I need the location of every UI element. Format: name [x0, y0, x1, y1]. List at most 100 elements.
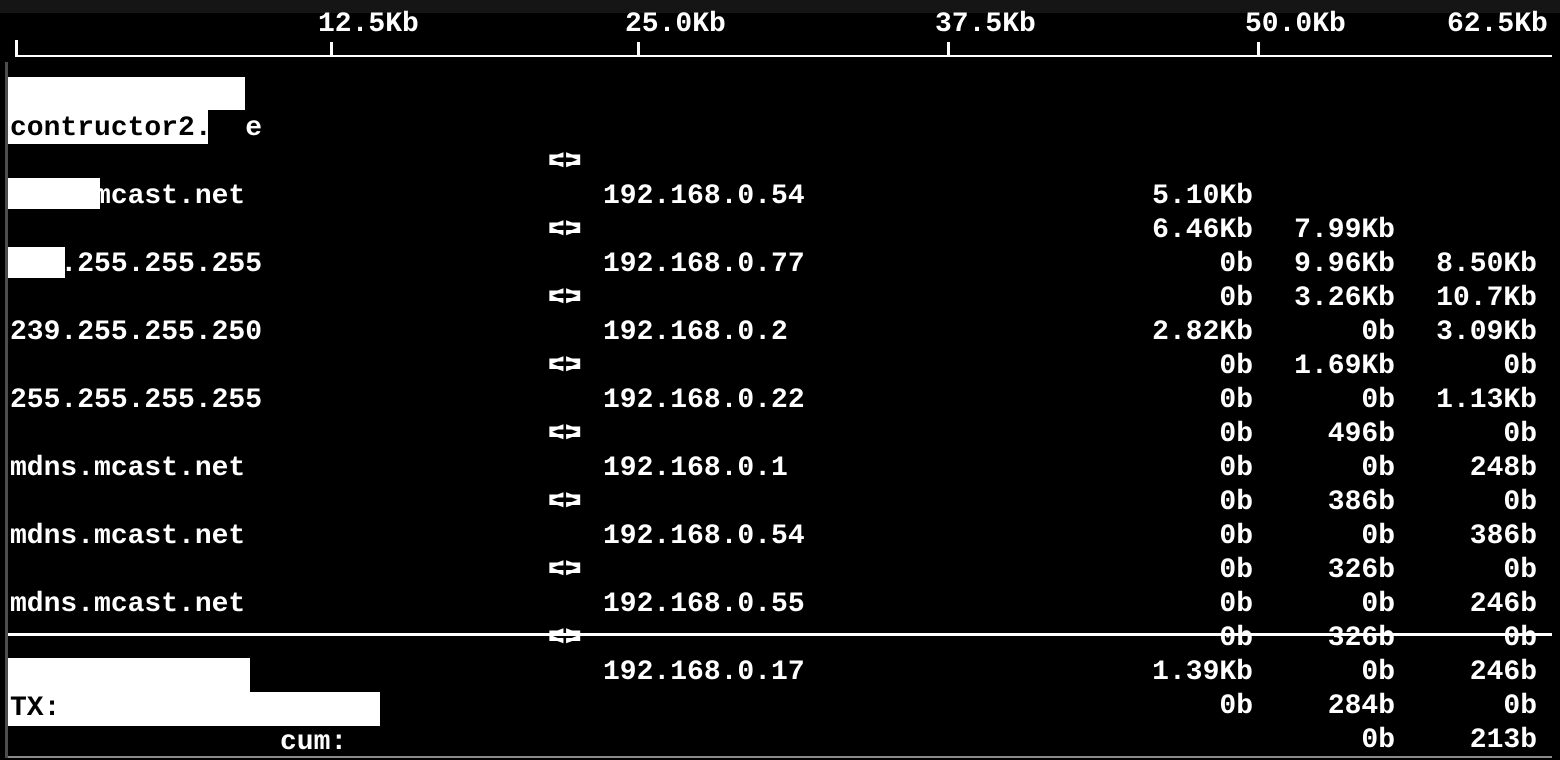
- traffic-row-tx: 255.255.255.255 => 192.168.0.2 0b 0b 0b: [0, 214, 1560, 450]
- tx-rate-2s: 0b: [1219, 623, 1253, 654]
- summary-row-rx: RX: 203KB 195Kb 10.4Kb 15.3Kb 24.4Kb: [0, 692, 1560, 758]
- rx-rate-2s: 0b: [1219, 589, 1253, 620]
- traffic-row-tx: mdns.mcast.net => 192.168.0.17 0b 0b 0b: [0, 554, 1560, 760]
- tx-rate-10s: 0b: [1361, 453, 1395, 484]
- tx-rate-2s: 0b: [1219, 487, 1253, 518]
- rx-label: RX:: [10, 727, 61, 758]
- tx-rate-40s: 0b: [1503, 487, 1537, 518]
- redacted-area: [8, 178, 100, 209]
- arrow-in-icon: <=: [548, 555, 582, 586]
- scale-label: 25.0Kb: [625, 9, 726, 40]
- dst-host: 192.168.0.54: [603, 521, 805, 552]
- dst-host: 192.168.0.55: [603, 589, 805, 620]
- src-host: 255.255.255.255: [10, 249, 263, 280]
- dst-host: 192.168.0.54: [603, 181, 805, 212]
- tx-rate-2s: 6.46Kb: [1152, 215, 1253, 246]
- rx-rate-2s: 0b: [1219, 521, 1253, 552]
- window-edge-left: [5, 62, 8, 758]
- rx-rate-40s: 386b: [1469, 521, 1537, 552]
- src-host: 239.255.255.250: [10, 317, 263, 348]
- rx-rate-2s: 1.39Kb: [1152, 657, 1253, 688]
- rx-rate-2s: 5.10Kb: [1152, 181, 1253, 212]
- arrow-out-icon: =>: [548, 283, 582, 314]
- tx-rate-40s: 0b: [1503, 419, 1537, 450]
- traffic-row-rx: <= 1.39Kb 284b 213b: [0, 588, 1560, 756]
- tx-rate-10s: 0b: [1361, 385, 1395, 416]
- redacted-area: [8, 247, 65, 278]
- footer-divider: [8, 633, 1552, 636]
- redacted-area: [8, 110, 208, 144]
- dst-host: 192.168.0.1: [603, 453, 788, 484]
- arrow-in-icon: <=: [548, 623, 582, 654]
- traffic-row-rx: <= 0b 386b 386b: [0, 384, 1560, 552]
- traffic-row-rx: <= 0b 496b 248b: [0, 316, 1560, 484]
- traffic-row-tx: 239.255.255.250 => 192.168.0.22 0b 0b 0b: [0, 282, 1560, 518]
- tx-rate-10s: 0b: [1361, 725, 1395, 756]
- tx-rate-10s: 0b: [1361, 317, 1395, 348]
- rx-rate-10s: 496b: [1327, 419, 1395, 450]
- dst-host: 192.168.0.77: [603, 249, 805, 280]
- rx-rate-40s: 248b: [1469, 453, 1537, 484]
- traffic-row-rx: <= 5.10Kb 7.99Kb 8.50Kb: [0, 112, 1560, 280]
- rx-rate-2s: 0b: [1219, 385, 1253, 416]
- rx-rate-40s: 213b: [1469, 725, 1537, 756]
- scale-label: 62.5Kb: [1447, 9, 1548, 40]
- dst-host: 192.168.0.17: [603, 657, 805, 688]
- traffic-row-tx: mdns.mcast.net => 192.168.0.55 0b 0b 0b: [0, 486, 1560, 722]
- rx-rate-40s: 246b: [1469, 657, 1537, 688]
- tx-rate-2s: 0b: [1219, 555, 1253, 586]
- tx-rate-2s: 0b: [1219, 283, 1253, 314]
- arrow-out-icon: =>: [548, 623, 582, 654]
- src-host-highlighted: contructor2.pv: [10, 113, 246, 144]
- src-host: mdns.mcast.net: [10, 589, 246, 620]
- tx-rate-40s: 10.7Kb: [1436, 283, 1537, 314]
- src-host: mdns.mcast.net: [10, 453, 246, 484]
- traffic-row-tx: contructor2.pve => 192.168.0.54 6.46Kb 9…: [0, 78, 1560, 314]
- rx-rate-40s: 1.13Kb: [1436, 385, 1537, 416]
- arrow-out-icon: =>: [548, 487, 582, 518]
- rx-rate-40s: 8.50Kb: [1436, 249, 1537, 280]
- tx-rate-40s: 0b: [1503, 555, 1537, 586]
- scale-label: 12.5Kb: [318, 9, 419, 40]
- scale-tick: [330, 42, 333, 57]
- arrow-out-icon: =>: [548, 351, 582, 382]
- rx-rate-10s: 3.26Kb: [1294, 283, 1395, 314]
- window-edge-top: [0, 0, 1560, 13]
- rx-rate-40s: 246b: [1469, 589, 1537, 620]
- summary-row-total: TOTAL: 296KB 219Kb 16.9Kb 25.3Kb 36.0Kb: [0, 726, 1560, 760]
- scale-axis-line: [15, 55, 1552, 57]
- summary-row-tx: TX: cum: 93.2KB peak: 24.0Kb rates: 6.46…: [0, 658, 1560, 758]
- src-host: 255.255.255.255: [10, 385, 263, 416]
- cum-label: cum:: [280, 727, 348, 758]
- arrow-out-icon: =>: [548, 215, 582, 246]
- window-edge-bottom: [8, 756, 1552, 758]
- src-host-tail: e: [245, 113, 263, 144]
- tx-rate-2s: 0b: [1219, 351, 1253, 382]
- tx-rate-2s: 0b: [1219, 419, 1253, 450]
- scale-label: 50.0Kb: [1245, 9, 1346, 40]
- rx-rate-2s: 0b: [1219, 453, 1253, 484]
- src-host: contructor2.pve: [10, 112, 262, 146]
- scale-label: 37.5Kb: [935, 9, 1036, 40]
- rx-rate-2s: 0b: [1219, 249, 1253, 280]
- rx-rate-10s: 326b: [1327, 623, 1395, 654]
- arrow-in-icon: <=: [548, 147, 582, 178]
- redacted-area: [8, 692, 380, 726]
- traffic-row-rx: <= 0b 3.26Kb 3.09Kb: [0, 180, 1560, 348]
- traffic-row-tx: mdns.mcast.net => 192.168.0.77 0b 0b 0b: [0, 146, 1560, 382]
- tx-rate-10s: 0b: [1361, 589, 1395, 620]
- traffic-row-rx: <= 0b 326b 246b: [0, 520, 1560, 688]
- arrow-in-icon: <=: [548, 215, 582, 246]
- arrow-in-icon: <=: [548, 283, 582, 314]
- tx-rate-10s: 0b: [1361, 521, 1395, 552]
- scale-tick: [15, 40, 18, 57]
- tx-rate-40s: 0b: [1503, 691, 1537, 722]
- arrow-in-icon: <=: [548, 351, 582, 382]
- rx-rate-10s: 326b: [1327, 555, 1395, 586]
- tx-rate-10s: 0b: [1361, 657, 1395, 688]
- arrow-in-icon: <=: [548, 419, 582, 450]
- dst-host: 192.168.0.2: [603, 317, 788, 348]
- scale-tick: [637, 42, 640, 57]
- tx-rate-40s: 0b: [1503, 351, 1537, 382]
